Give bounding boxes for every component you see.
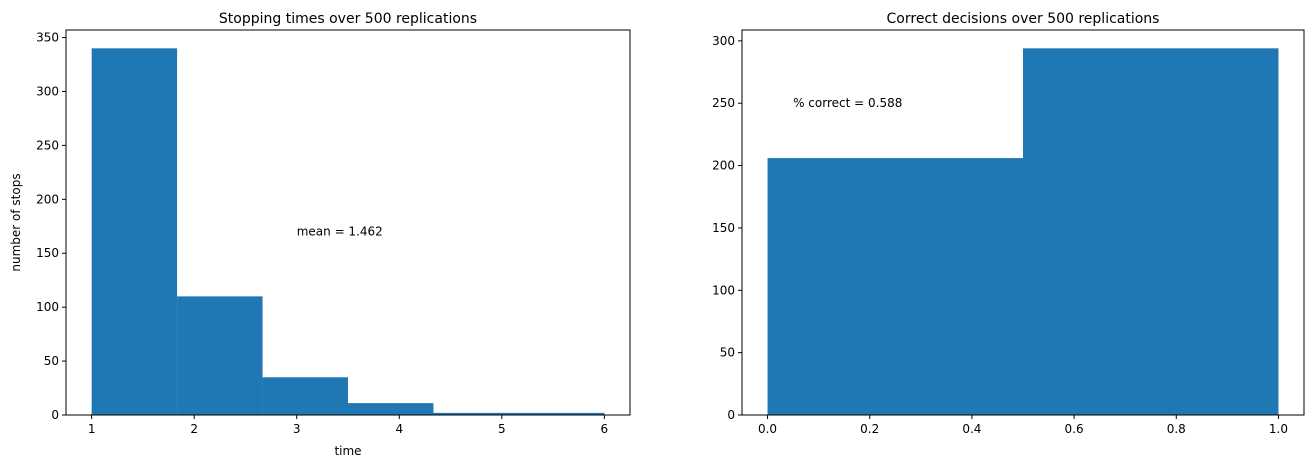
y-axis-label: number of stops <box>9 173 23 271</box>
x-axis-label: time <box>334 444 361 458</box>
histogram-bar <box>1023 48 1279 415</box>
histogram-bar <box>177 296 263 415</box>
x-tick-label: 0.8 <box>1167 422 1186 436</box>
histogram-bar <box>91 48 178 415</box>
y-tick-label: 200 <box>712 159 735 173</box>
x-tick-label: 1 <box>88 422 96 436</box>
x-tick-label: 1.0 <box>1269 422 1288 436</box>
chart-2: 0.0 0.2 0.4 0.6 0.8 1.0 0 50 100 150 200 250 300 Corr… <box>712 11 1305 436</box>
x-tick-label: 0.2 <box>860 422 879 436</box>
y-tick-label: 300 <box>712 34 735 48</box>
histogram-bar <box>433 412 519 415</box>
x-tick-label: 3 <box>293 422 301 436</box>
x-tick-label: 0.4 <box>962 422 981 436</box>
y-tick-label: 200 <box>36 192 59 206</box>
x-tick-label: 5 <box>498 422 506 436</box>
axes-frame <box>741 29 1305 416</box>
histogram-bar <box>767 158 1023 415</box>
y-tick-label: 50 <box>720 346 735 360</box>
y-tick-label: 0 <box>727 408 735 422</box>
y-tick-label: 150 <box>712 221 735 235</box>
x-tick-label: 6 <box>601 422 609 436</box>
y-tick-label: 100 <box>36 300 59 314</box>
x-tick-label: 0.0 <box>758 422 777 436</box>
y-tick-label: 50 <box>44 354 59 368</box>
y-tick-label: 150 <box>36 246 59 260</box>
x-tick-label: 0.6 <box>1065 422 1084 436</box>
x-tick-label: 4 <box>395 422 403 436</box>
y-tick-label: 100 <box>712 283 735 297</box>
y-tick-label: 250 <box>36 138 59 152</box>
histogram-bar <box>518 412 605 415</box>
chart-title: Stopping times over 500 replications <box>219 11 477 27</box>
y-tick-label: 0 <box>51 408 59 422</box>
annotation: % correct = 0.588 <box>793 96 902 110</box>
chart-1: 1 2 3 4 5 6 0 50 100 150 200 250 300 350 Stopping time… <box>9 11 631 458</box>
y-tick-label: 350 <box>36 31 59 45</box>
histogram-bar <box>348 403 434 415</box>
x-tick-label: 2 <box>190 422 198 436</box>
histogram-bar <box>262 377 348 415</box>
y-tick-label: 250 <box>712 96 735 110</box>
annotation: mean = 1.462 <box>297 225 383 239</box>
y-tick-label: 300 <box>36 84 59 98</box>
axes-frame <box>65 29 631 416</box>
chart-title: Correct decisions over 500 replications <box>887 11 1160 27</box>
